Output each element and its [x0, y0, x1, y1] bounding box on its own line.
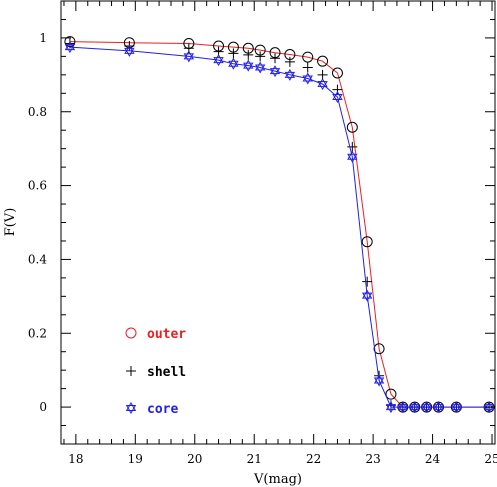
- x-tick-label: 21: [247, 452, 262, 466]
- legend-item-shell: shell: [126, 365, 186, 380]
- outer-point: [317, 55, 329, 67]
- core-point: [433, 401, 444, 414]
- core-point: [347, 150, 358, 163]
- legend-outer-symbol: [125, 327, 137, 339]
- core-point: [421, 401, 432, 414]
- x-tick-label: 22: [306, 452, 321, 466]
- core-point: [361, 289, 373, 302]
- x-axis-label: V(mag): [253, 472, 302, 487]
- shell-point: [64, 38, 75, 49]
- y-tick-label: 0.6: [28, 179, 47, 193]
- core-point: [373, 374, 385, 387]
- core-line: [69, 46, 490, 408]
- core-point: [332, 90, 343, 103]
- shell-point: [302, 62, 313, 73]
- ticks-layer: 18 19 20 21 22 23 24 25 0 0.2 0.4 0.6 0.8 1: [28, 1, 497, 466]
- x-tick-label: 25: [484, 452, 497, 466]
- outer-point: [373, 343, 385, 355]
- outer-point: [385, 388, 397, 400]
- core-point: [254, 61, 266, 74]
- legend-shell-symbol: [126, 366, 136, 376]
- legend-core-symbol: [125, 401, 137, 415]
- legend-item-outer: outer: [125, 327, 186, 342]
- x-tick-label: 23: [365, 452, 380, 466]
- y-tick-label: 0.2: [28, 326, 47, 340]
- x-tick-label: 19: [128, 452, 143, 466]
- core-point: [228, 57, 239, 70]
- legend-core-label: core: [147, 402, 178, 417]
- y-tick-label: 0: [39, 400, 47, 414]
- core-point: [317, 78, 328, 91]
- core-point: [483, 401, 495, 414]
- legend: outer shell core: [125, 327, 186, 417]
- legend-shell-label: shell: [147, 365, 186, 380]
- core-point: [64, 41, 76, 54]
- plot-frame: [60, 0, 496, 445]
- core-point: [243, 59, 254, 72]
- outer-point: [346, 121, 358, 133]
- shell-point: [255, 51, 266, 62]
- core-point: [451, 401, 462, 414]
- outer-line: [69, 41, 490, 408]
- outer-point: [361, 236, 373, 248]
- shell-point: [284, 56, 295, 67]
- marks-layer: [64, 36, 495, 414]
- y-tick-label: 0.4: [28, 252, 47, 266]
- y-tick-label: 0.8: [28, 105, 47, 119]
- x-tick-label: 18: [68, 452, 83, 466]
- core-point: [302, 72, 313, 85]
- shell-point: [347, 141, 358, 152]
- core-point: [213, 54, 224, 67]
- x-tick-label: 24: [425, 452, 441, 466]
- series-shell: [64, 38, 495, 413]
- core-point: [284, 68, 296, 81]
- shell-point: [362, 276, 373, 287]
- legend-outer-label: outer: [147, 327, 186, 342]
- outer-point: [302, 51, 314, 63]
- shell-point: [228, 48, 239, 59]
- x-tick-label: 20: [187, 452, 202, 466]
- legend-item-core: core: [125, 401, 178, 417]
- core-point: [269, 65, 281, 78]
- core-point: [397, 401, 409, 414]
- shell-point: [270, 53, 281, 64]
- core-point: [183, 50, 195, 63]
- outer-point: [331, 67, 343, 79]
- core-point: [409, 401, 420, 414]
- shell-point: [243, 49, 254, 60]
- core-point: [124, 44, 135, 57]
- series-outer: [64, 36, 495, 413]
- y-tick-label: 1: [39, 31, 47, 45]
- core-point: [385, 401, 397, 414]
- series-core: [64, 41, 495, 414]
- y-axis-label: F(V): [3, 208, 18, 237]
